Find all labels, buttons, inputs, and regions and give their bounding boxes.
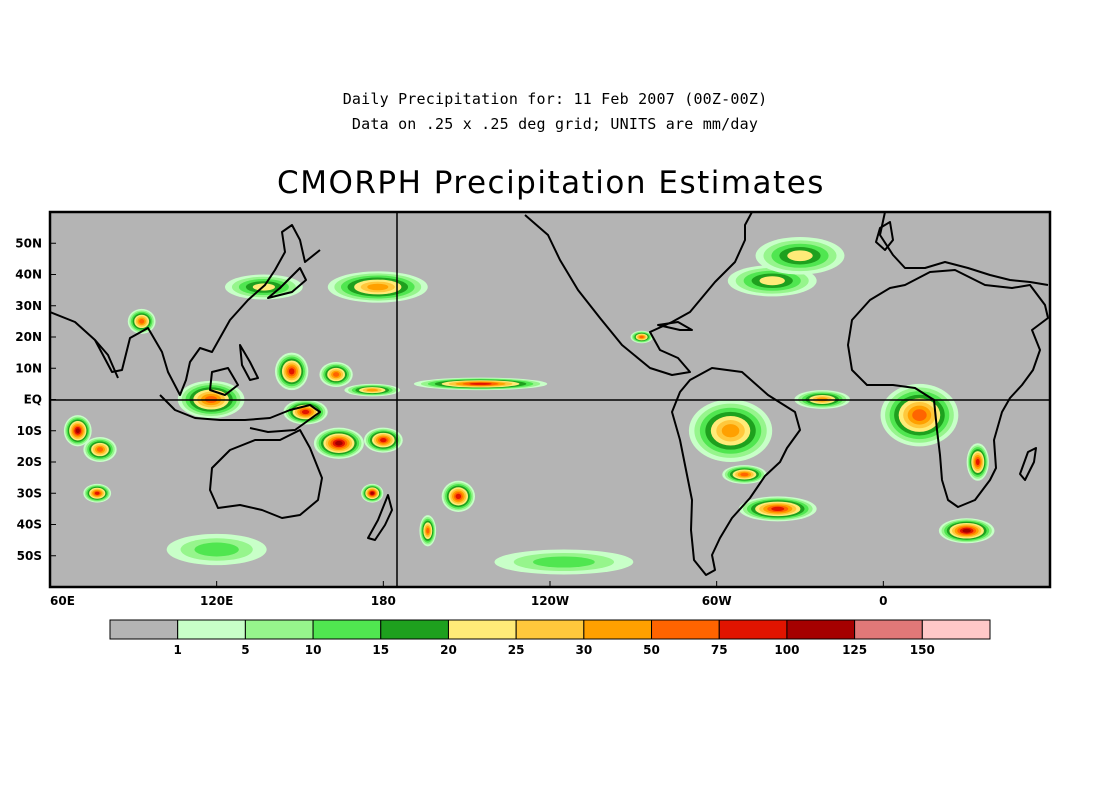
latitude-tick-label: 40S xyxy=(17,518,42,532)
precip-cell xyxy=(75,428,80,434)
colorbar-bin xyxy=(718,619,788,640)
latitude-tick-label: 50N xyxy=(15,236,42,250)
coastline-madagascar xyxy=(1019,447,1037,481)
colorbar-bin xyxy=(921,619,991,640)
latitude-tick-label: 20N xyxy=(15,330,42,344)
precip-cell xyxy=(533,556,595,568)
longitude-tick-label: 60W xyxy=(702,594,732,608)
latitude-tick-label: 50S xyxy=(17,549,42,563)
colorbar-label: 1 xyxy=(174,643,182,657)
colorbar-label: 125 xyxy=(842,643,867,657)
precip-cell xyxy=(455,493,462,499)
latitude-tick-label: 40N xyxy=(15,268,42,282)
precip-cell xyxy=(301,409,310,415)
coastline-asia xyxy=(50,224,321,396)
precip-cell xyxy=(469,382,492,385)
colorbar-label: 30 xyxy=(575,643,592,657)
precip-cell xyxy=(962,528,971,533)
colorbar-legend: 1 5 10 15 20 25 30 50 75 100 125 150 xyxy=(109,619,991,657)
precip-cell xyxy=(194,542,239,557)
latitude-tick-label: EQ xyxy=(24,393,42,407)
subtitle-date-line: Daily Precipitation for: 11 Feb 2007 (00… xyxy=(342,90,768,108)
colorbar-bin xyxy=(651,619,720,640)
map-title: CMORPH Precipitation Estimates xyxy=(277,165,825,201)
colorbar-bin xyxy=(515,619,585,640)
longitude-axis: 60E 120E 180 120W 60W 0 xyxy=(49,581,888,608)
colorbar-bin xyxy=(380,619,449,640)
colorbar-bin xyxy=(312,619,382,640)
coastline-africa xyxy=(847,269,1049,508)
precip-cell xyxy=(975,458,980,466)
longitude-tick-label: 120E xyxy=(200,594,233,608)
precip-cell xyxy=(380,438,387,443)
latitude-tick-label: 10N xyxy=(15,361,42,375)
longitude-tick-label: 180 xyxy=(371,594,396,608)
precip-cell xyxy=(288,368,295,375)
coastline-uk xyxy=(875,221,894,251)
colorbar-bin xyxy=(244,619,314,640)
coastline-indonesia xyxy=(159,367,321,433)
colorbar-bin xyxy=(109,619,179,640)
colorbar-label: 15 xyxy=(372,643,389,657)
precip-cell xyxy=(740,472,749,477)
precip-cell xyxy=(96,447,104,452)
precip-cell xyxy=(333,372,340,377)
colorbar-bin xyxy=(177,619,246,640)
longitude-tick-label: 0 xyxy=(879,594,887,608)
colorbar-label: 100 xyxy=(774,643,799,657)
coastline-caribbean xyxy=(657,321,693,331)
precip-cell xyxy=(370,491,374,495)
coastlines xyxy=(50,212,1049,576)
coastline-north-america xyxy=(524,212,753,376)
latitude-tick-label: 30S xyxy=(17,486,42,500)
colorbar-bin xyxy=(854,619,923,640)
coastline-japan xyxy=(267,267,307,299)
coastline-australia xyxy=(209,429,323,519)
colorbar-label: 10 xyxy=(305,643,322,657)
latitude-axis: 50N 40N 30N 20N 10N EQ 10S 20S 30S 40S 50S xyxy=(15,236,56,563)
coastline-india xyxy=(94,339,119,379)
precip-cell xyxy=(721,424,740,438)
precip-cell xyxy=(787,250,813,262)
precip-cell xyxy=(912,409,927,421)
precip-cell xyxy=(335,440,343,446)
subtitle-grid-units-line: Data on .25 x .25 deg grid; UNITS are mm… xyxy=(351,115,759,133)
precip-cell xyxy=(759,276,785,286)
precip-cell xyxy=(366,388,379,392)
precip-cell xyxy=(94,491,100,495)
colorbar-bin xyxy=(786,619,856,640)
longitude-tick-label: 60E xyxy=(50,594,75,608)
colorbar-label: 75 xyxy=(711,643,728,657)
latitude-tick-label: 10S xyxy=(17,424,42,438)
coastline-south-america xyxy=(671,367,801,576)
colorbar-bin xyxy=(583,619,653,640)
colorbar-label: 50 xyxy=(643,643,660,657)
colorbar-label: 150 xyxy=(910,643,935,657)
coastline-new-zealand xyxy=(367,494,393,541)
precip-cell xyxy=(771,506,785,511)
longitude-tick-label: 120W xyxy=(531,594,569,608)
coastline-eurasia xyxy=(879,212,1049,286)
precip-cell xyxy=(367,283,389,291)
precip-cell xyxy=(639,335,644,339)
colorbar-label: 25 xyxy=(508,643,525,657)
map-plot-area xyxy=(48,210,1052,589)
colorbar-label: 20 xyxy=(440,643,457,657)
coastline-philippines xyxy=(239,344,259,381)
precip-cell xyxy=(426,527,430,534)
latitude-tick-label: 30N xyxy=(15,299,42,313)
colorbar-bin xyxy=(447,619,517,640)
precip-cell xyxy=(139,319,145,324)
latitude-tick-label: 20S xyxy=(17,455,42,469)
colorbar-label: 5 xyxy=(241,643,249,657)
